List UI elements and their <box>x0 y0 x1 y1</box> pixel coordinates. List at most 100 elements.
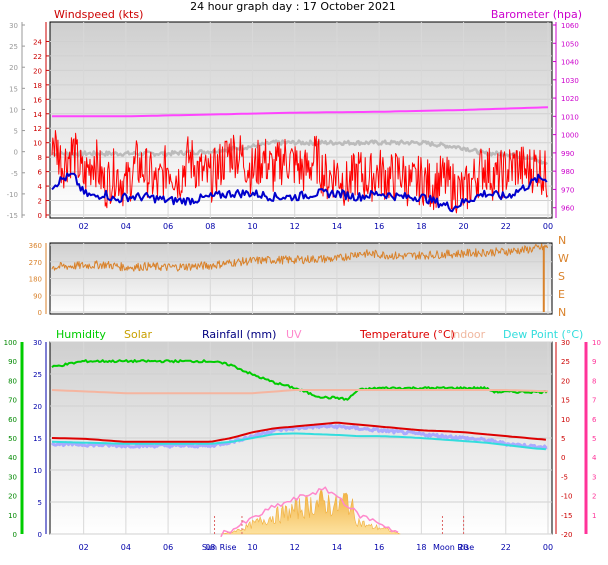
direction-tick-label: 360 <box>29 242 42 250</box>
windspeed-tick-label: 14 <box>33 111 42 119</box>
barometer-tick-label: 1050 <box>561 40 579 48</box>
humidity-tick-label: 60 <box>8 416 17 424</box>
x-tick-label: 06 <box>163 222 173 231</box>
solar-area <box>220 488 401 535</box>
direction-tick-label: 180 <box>29 276 42 284</box>
x-tick-label: 04 <box>121 543 131 552</box>
windspeed-tick-label: 8 <box>38 154 42 162</box>
windspeed-tick-label: 10 <box>33 140 42 148</box>
x-tick-label: 22 <box>501 543 511 552</box>
windspeed-tick-label: 0 <box>38 212 42 220</box>
x-tick-label: 00 <box>543 543 553 552</box>
temperature-series <box>51 421 546 443</box>
gust-average-line <box>51 139 549 166</box>
outer-left-tick-label: -5 <box>11 170 18 178</box>
x-tick-label: 18 <box>416 543 426 552</box>
rainfall-tick-label: 10 <box>33 467 42 475</box>
rainfall-tick-label: 15 <box>33 435 42 443</box>
temperature-tick-label: -20 <box>561 531 572 539</box>
gust-average-series <box>51 139 549 166</box>
x-tick-label: 20 <box>458 543 468 552</box>
temperature-tick-label: 10 <box>561 416 570 424</box>
windspeed-series <box>51 130 549 214</box>
legend-entry: Dew Point (°C) <box>503 328 583 341</box>
barometer-tick-label: 970 <box>561 186 574 194</box>
temperature-tick-label: -15 <box>561 512 572 520</box>
temperature-tick-label: 30 <box>561 339 570 347</box>
temperature-tick-label: 5 <box>561 435 565 443</box>
barometer-tick-label: 1040 <box>561 59 579 67</box>
humidity-tick-label: 0 <box>13 531 17 539</box>
x-tick-label: 18 <box>416 222 426 231</box>
uv-series <box>220 486 399 538</box>
x-tick-label: 16 <box>374 222 384 231</box>
x-tick-label: 10 <box>247 543 257 552</box>
humidity-tick-label: 50 <box>8 435 17 443</box>
x-tick-label: 16 <box>374 543 384 552</box>
windspeed-tick-label: 4 <box>38 183 43 191</box>
barometer-series <box>52 106 549 118</box>
outer-left-tick-label: 0 <box>14 149 18 157</box>
barometer-tick-label: 960 <box>561 205 574 213</box>
wind-average-series <box>51 172 548 213</box>
windspeed-legend: Windspeed (kts) <box>54 8 143 21</box>
uv-tick-label: 7 <box>592 397 596 405</box>
direction-tick-label: 90 <box>33 292 42 300</box>
outer-left-tick-label: 5 <box>14 128 18 136</box>
humidity-tick-label: 10 <box>8 512 17 520</box>
x-tick-label: 20 <box>458 222 468 231</box>
temperature-tick-label: -10 <box>561 493 572 501</box>
x-tick-label: 10 <box>247 222 257 231</box>
windspeed-tick-label: 2 <box>38 198 42 206</box>
x-tick-label: 14 <box>332 222 342 231</box>
uv-tick-label: 6 <box>592 416 597 424</box>
annotation-label: Moon Rise <box>433 543 474 552</box>
temperature-tick-label: 0 <box>561 454 565 462</box>
rainfall-tick-label: 5 <box>38 499 42 507</box>
chart-title: 24 hour graph day : 17 October 2021 <box>190 0 396 13</box>
uv-line <box>220 486 399 538</box>
rainfall-tick-label: 20 <box>33 403 42 411</box>
temp-legend: Humidity Solar Rainfall (mm) UV Temperature … <box>56 328 583 341</box>
x-tick-label: 08 <box>205 543 215 552</box>
windspeed-tick-label: 12 <box>33 125 42 133</box>
humidity-tick-label: 40 <box>8 454 17 462</box>
wind-axes: -15-10-505101520253002468101214161820222… <box>7 22 579 231</box>
barometer-tick-label: 1000 <box>561 132 579 140</box>
x-tick-label: 02 <box>79 543 89 552</box>
wind-average-line <box>51 172 548 213</box>
windspeed-line <box>51 130 549 214</box>
compass-label: N <box>558 234 566 247</box>
annotation-label: Sun Rise <box>202 543 237 552</box>
x-tick-label: 14 <box>332 543 342 552</box>
x-tick-label: 12 <box>290 543 300 552</box>
indoor-series <box>51 389 549 395</box>
direction-tick-label: 0 <box>38 309 42 317</box>
uv-tick-label: 1 <box>592 512 596 520</box>
barometer-legend: Barometer (hpa) <box>491 8 582 21</box>
barometer-line <box>52 106 549 118</box>
temperature-tick-label: -5 <box>561 473 568 481</box>
windspeed-tick-label: 6 <box>38 169 43 177</box>
direction-series <box>51 243 549 272</box>
uv-tick-label: 10 <box>592 339 601 347</box>
windspeed-tick-label: 22 <box>33 53 42 61</box>
humidity-tick-label: 80 <box>8 377 17 385</box>
legend-entry: Indoor <box>450 328 486 341</box>
temp-axes: 0102030405060708090100051015202530-20-15… <box>4 339 601 552</box>
compass-label: N <box>558 306 566 319</box>
compass-label: S <box>558 270 565 283</box>
wind-gridlines <box>50 22 552 218</box>
outer-left-tick-label: 10 <box>9 106 18 114</box>
outer-left-tick-label: 20 <box>9 64 18 72</box>
legend-entry: Temperature (°C) <box>359 328 455 341</box>
windspeed-tick-label: 18 <box>33 82 42 90</box>
temperature-lines <box>50 359 549 451</box>
uv-tick-label: 8 <box>592 377 596 385</box>
compass-label: E <box>558 288 565 301</box>
barometer-tick-label: 1060 <box>561 22 579 30</box>
dew-point-series <box>51 432 546 451</box>
x-tick-label: 00 <box>543 222 553 231</box>
